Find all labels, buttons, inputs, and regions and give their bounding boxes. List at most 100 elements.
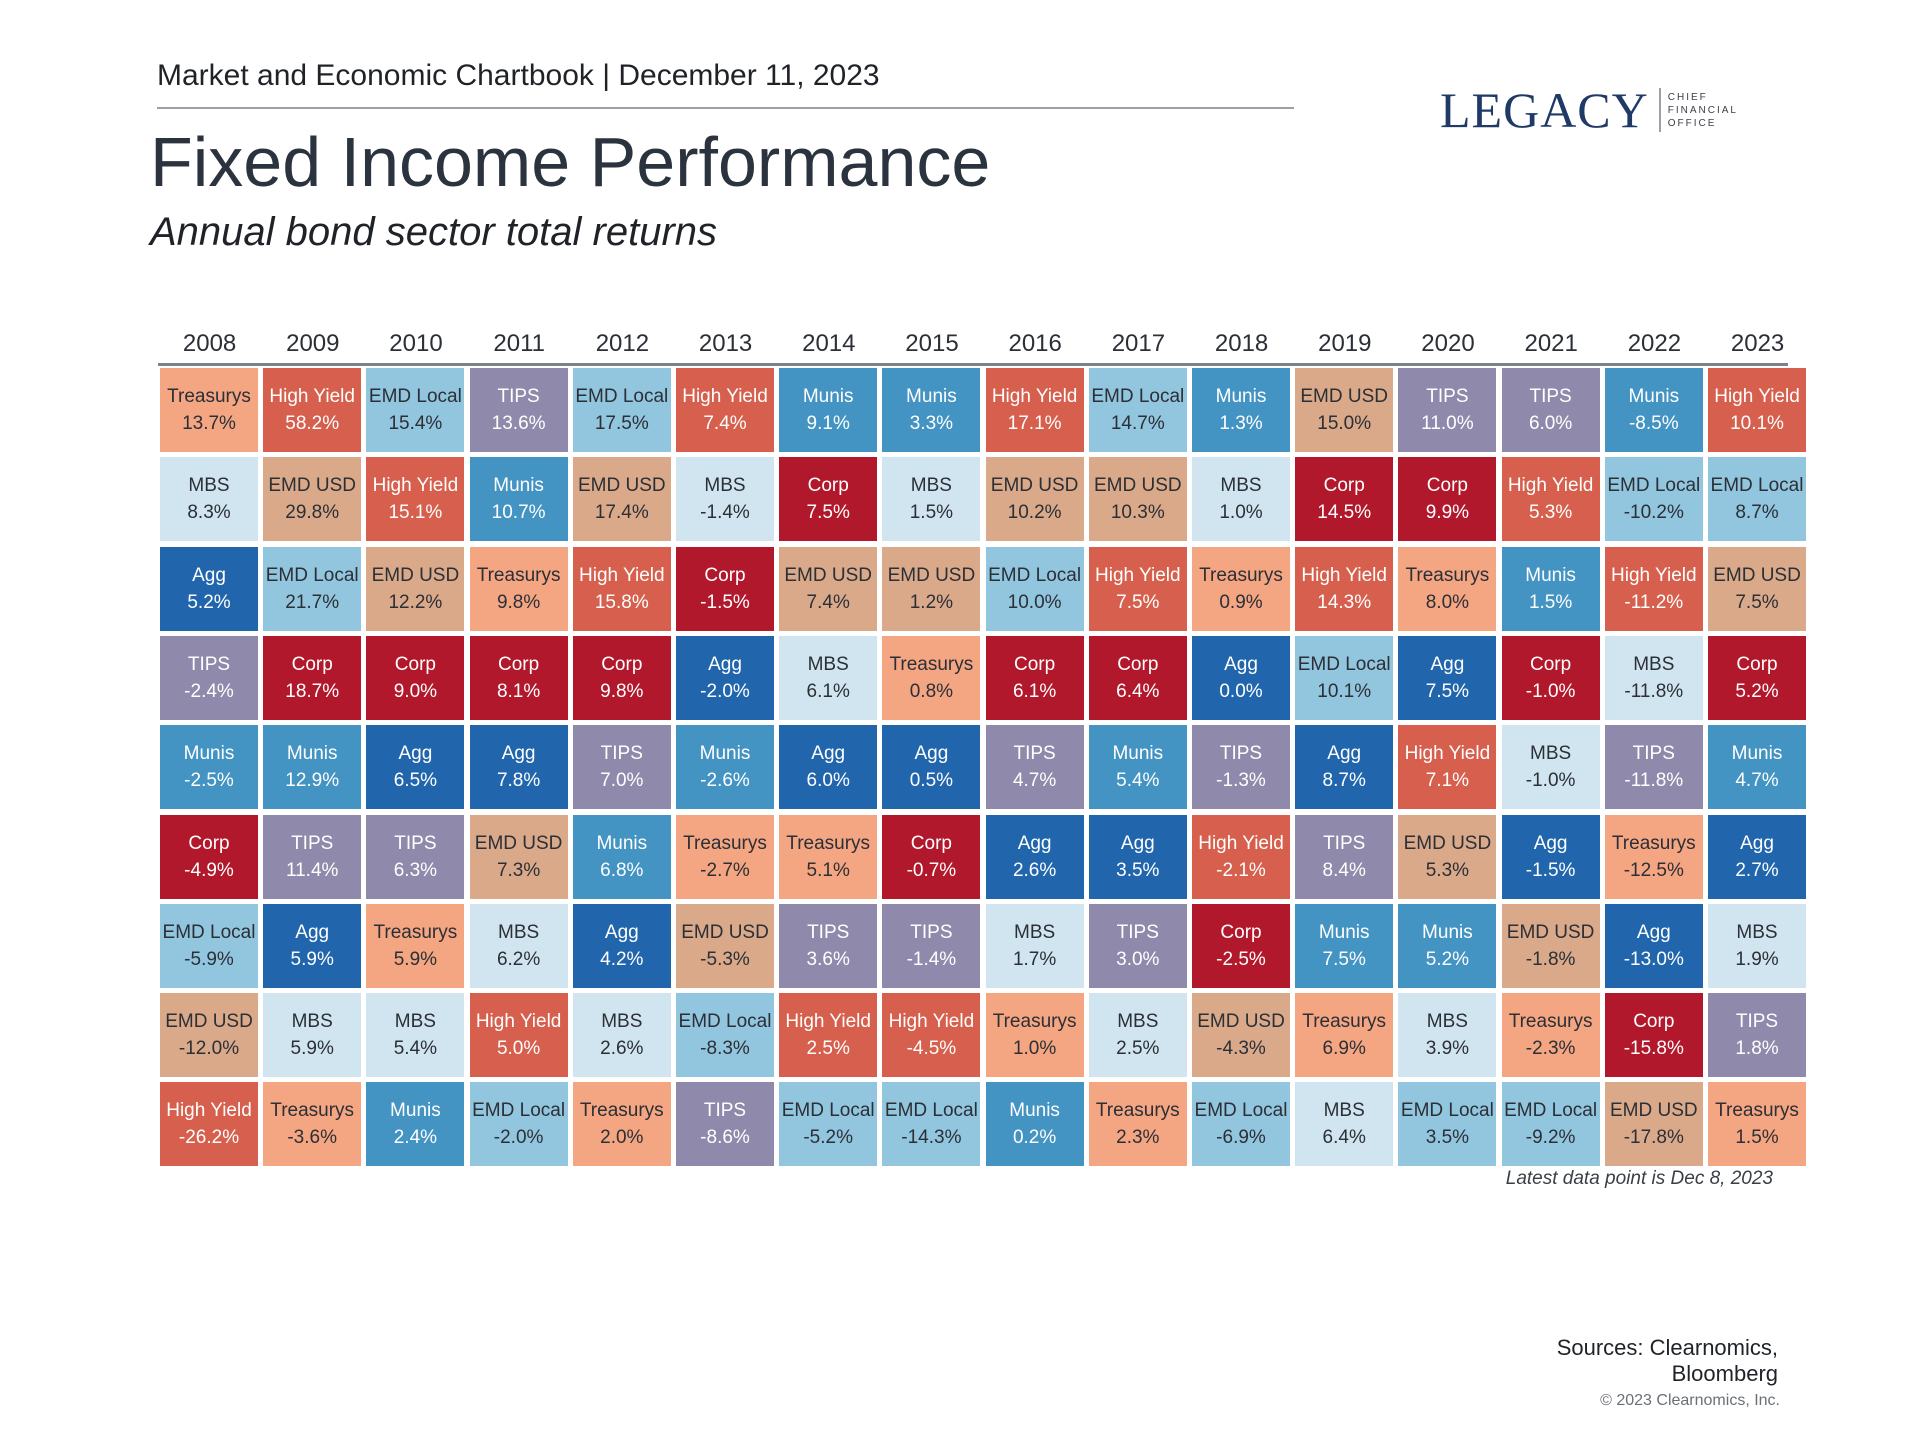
return-cell: EMD Local -9.2% [1501,1082,1600,1167]
return-value: 15.8% [594,591,649,613]
sector-label: Corp [1220,921,1262,943]
return-value: 8.4% [1322,859,1366,881]
return-value: 2.0% [600,1127,644,1149]
return-cell: TIPS 6.0% [1501,368,1600,452]
return-cell: EMD USD -5.3% [676,903,774,988]
return-cell: EMD Local -10.2% [1604,457,1703,542]
return-cell: Corp 9.8% [572,635,671,720]
return-cell: Corp 6.4% [1088,635,1187,720]
return-cell: Treasurys 9.8% [469,546,568,631]
sector-label: Corp [291,653,333,675]
return-cell: TIPS 13.6% [469,368,568,452]
year-label-2018: 2018 [1214,330,1269,357]
sector-label: Munis [1112,743,1164,765]
sector-label: EMD Local [781,1100,875,1122]
return-value: 5.0% [496,1038,541,1060]
sector-label: Munis [1731,743,1783,765]
logo-sub-line: FINANCIAL [1667,104,1738,116]
sector-label: Corp [1323,475,1365,497]
return-cell: Corp 6.1% [985,635,1084,720]
sector-label: Treasurys [270,1100,355,1122]
return-value: 2.3% [1116,1127,1160,1149]
return-cell: Agg 5.2% [160,546,258,631]
return-cell: Munis 5.2% [1398,903,1497,988]
sector-label: EMD Local [1194,1100,1288,1122]
return-cell: High Yield 5.3% [1501,457,1600,542]
copyright: © 2023 Clearnomics, Inc. [1600,1392,1780,1409]
return-value: 17.4% [594,502,649,524]
sector-label: MBS [1736,921,1778,943]
sector-label: Corp [188,832,230,854]
logo-sub-line: CHIEF [1667,91,1708,103]
sector-label: TIPS [1116,921,1159,943]
return-value: -17.8% [1623,1127,1684,1149]
sector-label: EMD USD [1609,1100,1698,1122]
sector-label: Corp [1530,653,1572,675]
return-value: 2.6% [600,1038,644,1060]
return-cell: MBS 8.3% [160,457,258,542]
return-value: 6.4% [1116,680,1160,702]
return-cell: Agg 4.2% [572,903,671,988]
return-cell: TIPS 11.0% [1398,368,1497,452]
return-cell: Munis 1.3% [1192,368,1290,452]
return-cell: TIPS 3.0% [1088,903,1187,988]
sector-label: Corp [1736,653,1778,675]
year-label-2021: 2021 [1524,330,1578,357]
return-cell: High Yield 7.4% [676,368,774,452]
sector-label: TIPS [497,386,540,407]
sector-label: Treasurys [1095,1100,1180,1122]
return-value: 15.4% [388,413,443,434]
return-value: 5.9% [290,1038,334,1060]
return-cell: Munis 5.4% [1088,725,1187,810]
logo-subtext: CHIEF FINANCIAL OFFICE [1668,91,1738,130]
sector-label: Agg [501,743,536,765]
sector-label: EMD USD [681,921,769,943]
sector-label: Munis [493,475,544,497]
sector-label: Treasurys [1199,564,1283,586]
sector-label: Agg [1430,653,1465,675]
return-cell: EMD USD 29.8% [263,457,362,542]
sector-label: EMD Local [1504,1100,1598,1122]
sector-label: MBS [807,653,849,675]
sector-label: EMD Local [1607,475,1701,497]
return-value: -1.0% [1525,680,1576,702]
sector-label: Corp [601,653,643,675]
return-cell: TIPS -11.8% [1604,725,1703,810]
sector-label: EMD Local [472,1100,566,1122]
return-cell: Agg 0.0% [1192,635,1290,720]
return-cell: Treasurys 5.1% [779,814,878,899]
return-value: 9.0% [393,680,438,702]
return-value: -2.7% [700,859,750,881]
return-cell: TIPS 1.8% [1708,993,1806,1078]
return-cell: Agg 6.5% [366,725,465,810]
return-value: 7.5% [1322,948,1366,970]
return-cell: EMD Local 8.7% [1708,457,1806,542]
return-value: 21.7% [285,591,340,613]
return-value: 4.7% [1012,770,1057,792]
return-cell: Corp 8.1% [469,635,568,720]
sector-label: Agg [295,921,330,943]
return-cell: High Yield 15.8% [572,546,671,631]
return-cell: Agg 7.8% [469,725,568,810]
sector-label: EMD USD [887,564,976,586]
return-cell: EMD USD 12.2% [366,546,465,631]
return-value: 11.4% [285,859,339,881]
return-value: 6.4% [1322,1127,1366,1149]
return-value: 10.2% [1007,502,1062,524]
return-value: 17.5% [594,413,649,434]
return-value: -1.8% [1525,948,1576,970]
sector-label: High Yield [579,564,665,586]
return-cell: Treasurys -3.6% [263,1082,362,1167]
return-value: 0.9% [1219,591,1263,613]
sector-label: EMD Local [368,386,462,407]
return-cell: EMD USD -17.8% [1604,1082,1703,1167]
return-cell: Treasurys 0.9% [1192,546,1290,631]
sector-label: High Yield [682,386,768,407]
return-cell: EMD Local -14.3% [882,1082,981,1167]
return-value: 1.0% [1219,502,1263,524]
return-cell: TIPS -1.4% [882,903,981,988]
return-value: 13.7% [182,413,236,434]
return-cell: MBS 3.9% [1398,993,1497,1078]
return-cell: MBS -11.8% [1604,635,1703,720]
return-value: 4.7% [1735,770,1779,792]
